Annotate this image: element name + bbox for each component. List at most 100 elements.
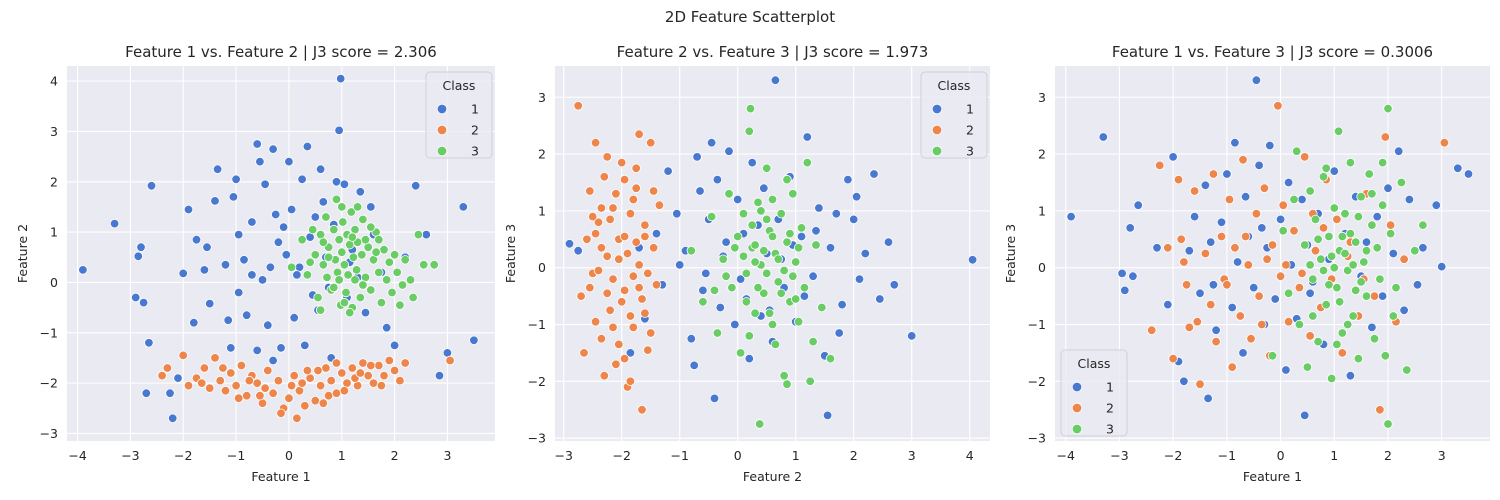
- scatter-point: [241, 391, 252, 401]
- legend-title: Class: [443, 78, 476, 93]
- scatter-point: [1348, 260, 1358, 270]
- scatter-point: [1200, 180, 1211, 191]
- scatter-point: [1189, 186, 1200, 196]
- scatter-point: [738, 208, 749, 219]
- scatter-point: [1383, 183, 1393, 193]
- scatter-point: [724, 146, 734, 156]
- scatter-point: [1208, 280, 1219, 290]
- scatter-point: [733, 194, 743, 205]
- scatter-point: [339, 297, 350, 308]
- legend: Class 1 2 3: [920, 71, 988, 159]
- scatter-point: [1364, 169, 1374, 179]
- scatter-point: [1318, 172, 1329, 182]
- y-tick-label: −1: [528, 317, 546, 332]
- scatter-point: [276, 343, 286, 353]
- scatter-point: [1163, 299, 1173, 310]
- scatter-point: [334, 275, 344, 285]
- scatter-point: [1224, 194, 1235, 205]
- scatter-point: [808, 271, 818, 281]
- scatter-point: [379, 370, 389, 381]
- scatter-point: [631, 183, 641, 193]
- scatter-point: [1297, 194, 1307, 205]
- subplot-title: Feature 1 vs. Feature 3 | J3 score = 0.3…: [1112, 43, 1433, 61]
- scatter-point: [1302, 362, 1313, 372]
- scatter-point: [315, 380, 326, 391]
- scatter-point: [302, 141, 313, 152]
- scatter-point: [764, 308, 775, 318]
- scatter-point: [310, 250, 321, 260]
- scatter-point: [1367, 189, 1377, 199]
- scatter-point: [157, 370, 167, 381]
- scatter-point: [1321, 299, 1331, 310]
- scatter-point: [1361, 245, 1372, 256]
- scatter-point: [1329, 263, 1340, 273]
- y-tick-label: −2: [40, 376, 58, 391]
- scatter-point: [1275, 271, 1286, 281]
- scatter-point: [1369, 291, 1380, 301]
- scatter-point: [323, 252, 334, 262]
- scatter-point: [1205, 299, 1216, 310]
- scatter-point: [286, 380, 297, 391]
- scatter-point: [239, 255, 249, 265]
- scatter-point: [1168, 353, 1178, 364]
- scatter-point: [374, 234, 384, 245]
- scatter-point: [260, 383, 270, 393]
- x-tick-label: 3: [908, 448, 916, 463]
- scatter-point: [347, 232, 358, 242]
- scatter-point: [799, 291, 810, 301]
- scatter-point: [384, 355, 395, 366]
- scatter-point: [1308, 311, 1318, 321]
- scatter-point: [289, 313, 299, 323]
- scatter-point: [1305, 288, 1315, 299]
- scatter-point: [1316, 254, 1326, 264]
- scatter-point: [376, 297, 387, 308]
- scatter-point: [265, 262, 276, 273]
- scatter-point: [628, 322, 639, 333]
- subplots: −4 −3 −2 −1 0 1 2 3 −3 −2 −1 0 1 2 3 4 Feature 1 vs. Fea…: [15, 43, 1490, 484]
- scatter-point: [770, 339, 781, 350]
- scatter-point: [625, 376, 636, 387]
- scatter-point: [1418, 243, 1428, 253]
- scatter-point: [1230, 137, 1240, 148]
- scatter-point: [637, 405, 647, 415]
- scatter-point: [350, 275, 360, 285]
- scatter-point: [793, 243, 804, 253]
- legend-label: 2: [1106, 401, 1114, 416]
- scatter-point: [1240, 191, 1251, 202]
- y-tick-label: 1: [1038, 203, 1046, 218]
- scatter-point: [689, 360, 699, 371]
- legend-marker: [1071, 402, 1083, 414]
- x-tick-label: 0: [1277, 448, 1285, 463]
- scatter-point: [408, 292, 418, 303]
- scatter-point: [355, 368, 366, 378]
- scatter-point: [321, 363, 331, 373]
- scatter-point: [907, 331, 917, 341]
- scatter-point: [854, 274, 865, 284]
- scatter-point: [339, 386, 350, 396]
- scatter-point: [1321, 163, 1331, 174]
- scatter-point: [421, 229, 432, 240]
- scatter-point: [782, 174, 792, 185]
- scatter-point: [622, 248, 633, 259]
- scatter-point: [625, 348, 636, 358]
- scatter-point: [1399, 254, 1409, 264]
- scatter-point: [331, 358, 342, 368]
- scatter-point: [411, 181, 421, 191]
- scatter-point: [788, 189, 798, 199]
- scatter-point: [654, 200, 665, 210]
- scatter-point: [1380, 132, 1391, 142]
- scatter-point: [1195, 288, 1205, 299]
- scatter-point: [1251, 208, 1262, 219]
- scatter-point: [579, 348, 589, 358]
- scatter-point: [1195, 379, 1205, 389]
- scatter-point: [608, 274, 618, 284]
- scatter-point: [305, 257, 315, 268]
- scatter-point: [663, 166, 673, 176]
- scatter-point: [1267, 240, 1278, 250]
- scatter-point: [1273, 101, 1283, 111]
- scatter-point: [1372, 211, 1382, 222]
- y-tick-label: −3: [40, 426, 58, 441]
- scatter-point: [651, 280, 662, 290]
- scatter-point: [860, 248, 871, 259]
- x-tick-label: 2: [850, 448, 858, 463]
